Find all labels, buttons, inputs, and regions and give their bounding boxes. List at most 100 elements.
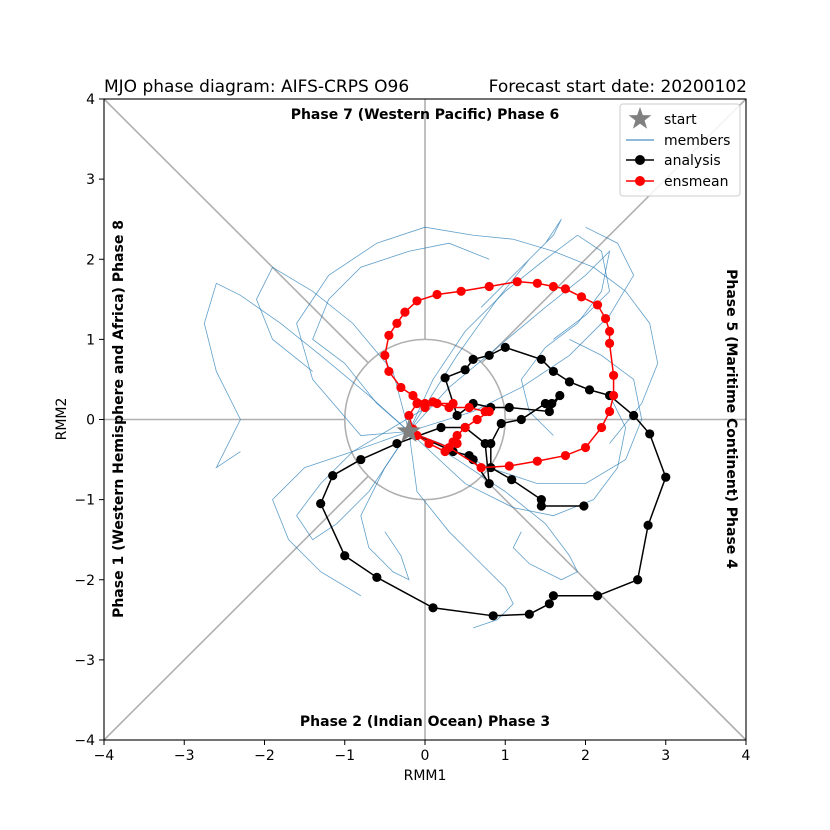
x-tick-label: 3 <box>661 748 670 764</box>
ensmean-point <box>608 390 619 401</box>
ensmean-point <box>456 286 466 296</box>
x-tick-label: −4 <box>94 748 115 764</box>
analysis-point <box>584 385 595 395</box>
x-tick-label: −1 <box>334 748 355 764</box>
analysis-point <box>507 474 517 485</box>
analysis-point <box>484 350 494 360</box>
member-track-12 <box>408 431 514 629</box>
x-tick-label: 0 <box>421 748 430 764</box>
y-tick-label: 2 <box>86 252 95 268</box>
chart-title-left: MJO phase diagram: AIFS-CRPS O96 <box>104 77 409 97</box>
phase-label-top: Phase 7 (Western Pacific) Phase 6 <box>291 107 560 123</box>
y-tick-label: −1 <box>74 493 95 509</box>
analysis-point <box>629 410 639 421</box>
ensmean-point <box>532 278 542 288</box>
y-tick-label: −3 <box>74 653 95 669</box>
legend-label-analysis: analysis <box>664 153 721 169</box>
analysis-point <box>468 354 478 365</box>
ensmean-point <box>504 461 514 471</box>
analysis-point <box>500 342 510 352</box>
analysis-point <box>516 414 526 425</box>
x-tick-label: 1 <box>501 748 510 764</box>
analysis-point <box>544 406 554 417</box>
unit-circle-mask <box>344 339 506 500</box>
analysis-point <box>372 572 382 582</box>
analysis-point <box>592 591 603 601</box>
ensmean-point <box>412 296 422 306</box>
ensmean-point <box>396 382 406 393</box>
analysis-point <box>316 499 326 509</box>
member-track-2 <box>296 226 659 444</box>
ensmean-point <box>404 410 414 421</box>
y-tick-label: −4 <box>74 733 95 749</box>
member-track-11 <box>408 395 627 517</box>
analysis-point <box>428 603 438 613</box>
analysis-point <box>488 611 498 621</box>
phase-label-right: Phase 5 (Maritime Continent) Phase 4 <box>723 269 739 569</box>
y-tick-label: 3 <box>86 172 95 188</box>
legend-item-analysis: analysis <box>626 153 721 169</box>
legend: start members analysis ensmean <box>619 103 741 197</box>
ensmean-point <box>600 313 611 324</box>
ensmean-point <box>592 300 603 310</box>
ensmean-track <box>380 277 619 473</box>
ensmean-point <box>580 442 591 453</box>
analysis-point <box>340 551 350 561</box>
analysis-point <box>564 377 575 387</box>
legend-box <box>619 103 741 197</box>
member-tracks <box>203 218 659 629</box>
ensmean-point <box>408 390 418 401</box>
analysis-point <box>356 454 366 465</box>
analysis-point <box>536 495 546 505</box>
y-tick-label: −2 <box>74 573 95 589</box>
legend-item-start: start <box>628 107 697 129</box>
phase-label-left: Phase 1 (Western Hemisphere and Africa) … <box>111 220 127 618</box>
ensmean-point <box>440 446 450 457</box>
legend-label-ensmean: ensmean <box>664 174 728 190</box>
ensmean-point <box>384 366 394 377</box>
ensmean-point <box>380 350 390 360</box>
ensmean-point <box>464 402 474 413</box>
ensmean-point <box>400 307 410 317</box>
ensmean-point <box>392 318 402 328</box>
analysis-point <box>555 390 565 401</box>
ensmean-point <box>432 289 442 300</box>
ensmean-point <box>432 398 442 409</box>
analysis-point <box>452 410 462 421</box>
analysis-point <box>524 609 534 619</box>
legend-label-members: members <box>664 133 730 149</box>
legend-label-start: start <box>664 112 697 128</box>
ensmean-point <box>424 438 434 449</box>
analysis-point <box>661 472 671 482</box>
analysis-point <box>547 398 557 409</box>
y-tick-label: 0 <box>86 413 95 429</box>
legend-ensmean-marker-icon <box>635 176 645 186</box>
member-track-15 <box>408 226 635 432</box>
unit-circle <box>343 338 507 501</box>
legend-item-members: members <box>626 133 730 149</box>
phase-label-bottom: Phase 2 (Indian Ocean) Phase 3 <box>300 714 550 730</box>
member-track-4 <box>408 431 579 581</box>
analysis-point <box>536 354 546 365</box>
ensmean-point <box>548 281 559 292</box>
ensmean-point <box>472 414 482 425</box>
x-tick-label: 2 <box>581 748 590 764</box>
analysis-point <box>643 520 653 530</box>
ensmean-point <box>604 338 615 348</box>
y-ticks: −4 −3 −2 −1 0 1 2 3 4 <box>74 92 104 749</box>
analysis-point <box>328 470 338 481</box>
ensmean-point <box>448 398 458 409</box>
x-axis-label: RMM1 <box>404 768 447 784</box>
analysis-point <box>392 438 402 449</box>
analysis-track <box>316 342 671 621</box>
ensmean-point <box>384 330 394 340</box>
member-track-6 <box>312 242 490 432</box>
ensmean-point <box>604 326 615 336</box>
ensmean-point <box>460 422 470 433</box>
analysis-point <box>484 479 494 489</box>
x-ticks: −4 −3 −2 −1 0 1 2 3 4 <box>94 740 751 764</box>
analysis-point <box>504 402 514 413</box>
member-track-13 <box>408 218 562 432</box>
x-tick-label: −2 <box>254 748 275 764</box>
